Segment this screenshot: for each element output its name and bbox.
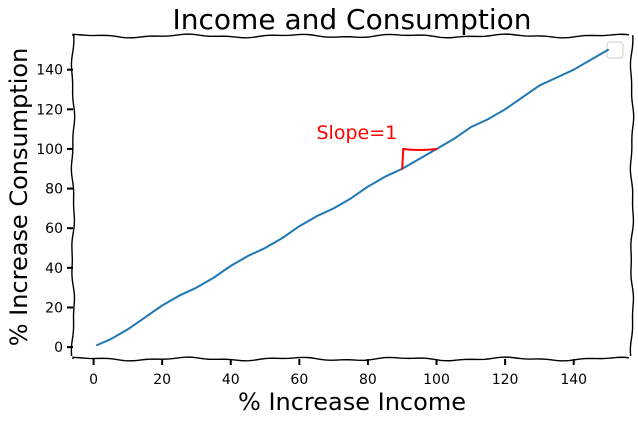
x-tick-label: 140 <box>560 372 587 388</box>
frame-left <box>70 35 76 357</box>
y-tick-label: 0 <box>54 340 63 356</box>
x-axis-label: % Increase Income <box>238 388 466 416</box>
series-line <box>96 48 609 347</box>
slope-annotation: Slope=1 <box>316 122 438 170</box>
frame-bottom <box>72 356 630 362</box>
y-tick-label: 140 <box>36 63 63 79</box>
y-axis-ticks: 0 20 40 60 80 100 120 140 <box>36 63 73 356</box>
series-layer <box>96 48 609 347</box>
x-tick-label: 40 <box>222 372 240 388</box>
x-axis-ticks: 0 20 40 60 80 100 120 140 <box>89 359 587 388</box>
frame-right <box>629 35 635 357</box>
x-tick-label: 20 <box>153 372 171 388</box>
legend-box <box>606 41 624 59</box>
y-axis-label: % Increase Consumption <box>5 48 33 347</box>
y-tick-label: 40 <box>45 261 63 277</box>
y-tick-label: 60 <box>45 221 63 237</box>
y-tick-label: 20 <box>45 300 63 316</box>
x-tick-label: 120 <box>492 372 519 388</box>
x-tick-label: 100 <box>423 372 450 388</box>
y-tick-label: 80 <box>45 182 63 198</box>
slope-annotation-label: Slope=1 <box>316 122 397 144</box>
legend-frame <box>606 41 624 59</box>
frame-top <box>72 33 630 39</box>
x-tick-label: 0 <box>89 372 98 388</box>
y-tick-label: 100 <box>36 142 63 158</box>
chart-title: Income and Consumption <box>173 3 532 36</box>
y-tick-label: 120 <box>36 102 63 118</box>
x-tick-label: 80 <box>359 372 377 388</box>
x-tick-label: 60 <box>290 372 308 388</box>
slope-triangle <box>401 147 438 170</box>
